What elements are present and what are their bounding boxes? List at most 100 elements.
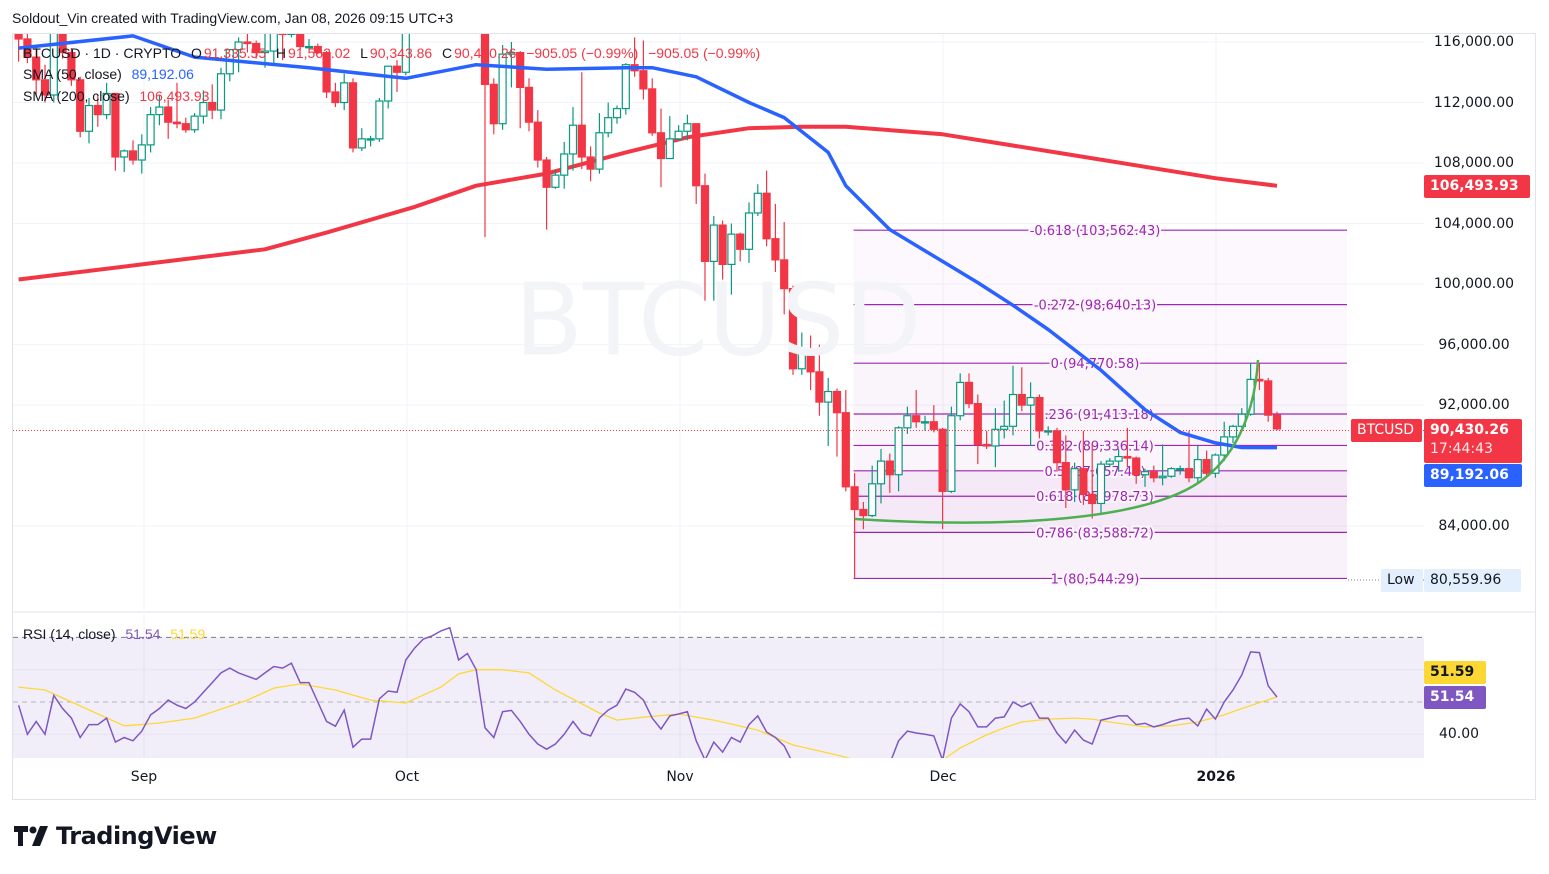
candle [507,42,516,88]
legend-sma200-row[interactable]: SMA (200, close) 106,493.93 [23,88,211,104]
candle [982,430,991,449]
candle [780,222,789,315]
candle [1264,377,1273,422]
candle-body-down [692,123,701,187]
candle-body-up [551,174,560,188]
chart-border [12,33,1536,800]
candle [172,82,182,129]
candle [815,344,824,416]
candle-body-down [929,421,938,430]
candle-body-down [542,159,551,188]
candle-body-up [744,212,754,250]
candle [665,116,674,160]
candle [498,45,507,130]
rounding-bottom-curve-drawing[interactable] [854,359,1260,524]
candle [709,215,718,301]
time-label-2026: 2026 [1196,769,1236,785]
candle [744,202,754,263]
candle [208,84,217,120]
candle-body-down [93,104,102,116]
candle-body-down [815,371,824,403]
candle-body-up [234,41,243,51]
candle [947,406,956,493]
candle-body-down [885,460,894,476]
candle-body-up [411,0,418,3]
candle-body-down [639,70,648,90]
fib-level-label: -0.272 (98,640.13) [1034,299,1156,314]
candle [32,48,41,97]
legend-open-label: O [190,45,202,61]
candle-body-up [876,460,886,485]
candle [1070,462,1079,502]
candle-body-down [348,82,358,149]
candle [331,82,340,108]
candle-body-down [736,233,745,250]
candle [1228,424,1238,443]
candle-body-up [102,92,111,116]
candle-body-down [32,56,41,81]
candle-body-up [709,224,718,262]
rsi-value: 51.54 [125,626,161,642]
candle-body-down [252,42,261,54]
candle [516,51,525,129]
candle-body-up [366,138,375,141]
sma50-value: 89,192.06 [131,66,194,82]
candle-body-down [973,403,982,446]
candle [1193,445,1202,483]
candle-body-down [832,390,842,414]
low-price-badge: 80,559.96 [1424,569,1521,592]
legend-symbol[interactable]: BTCUSD · 1D · CRYPTO [23,45,182,61]
candle-body-up [1070,468,1079,491]
candle [973,394,982,465]
candle-body-up [797,351,806,370]
legend-rsi-row[interactable]: RSI (14, close) 51.54 51.59 [23,626,207,642]
candle-body-up [1000,425,1009,430]
candle [771,203,780,272]
candle-body-up [560,153,569,176]
candle-body-up [568,124,578,155]
candle [850,473,859,579]
tradingview-logo[interactable]: TradingView [14,822,217,850]
candle-body-up [375,100,384,140]
candle-body-up [1228,425,1238,438]
candle [692,123,701,204]
legend-close-label: C [442,45,453,61]
candle-body-up [621,64,630,110]
candle-body-up [1105,460,1114,465]
candle-body-down [1088,493,1097,505]
candle [806,335,815,390]
candle-body-up [120,150,129,158]
candle [991,408,1000,468]
candle [164,99,173,139]
symbol-badge: BTCUSD [1351,419,1422,442]
legend-high-value: 91,562.02 [288,45,351,61]
candle-body-up [956,381,965,417]
candle [832,388,842,457]
candle [384,65,393,109]
candle-body-down [111,92,120,158]
candle-body-down [1052,430,1062,464]
candle [49,34,58,103]
candle-body-up [216,73,226,111]
candle [304,38,314,50]
chart-credit: Soldout_Vin created with TradingView.com… [12,10,454,26]
candle [956,373,965,421]
candle-body-up [340,82,349,104]
candle [1149,465,1158,483]
candle [1176,465,1185,475]
candle-body-up [683,123,692,132]
legend-symbol-row: BTCUSD · 1D · CRYPTO O 91,335.55 H 91,562.… [23,45,762,61]
price-axis-label: 112,000.00 [1433,94,1515,111]
last-price-badge: 90,430.26 17:44:43 [1424,419,1522,463]
candle-body-down [172,121,182,125]
price-axis-label: 84,000.00 [1438,518,1510,535]
candle-body-up [1167,468,1176,477]
candle-body-down [912,415,921,423]
legend-sma50-row[interactable]: SMA (50, close) 89,192.06 [23,66,196,82]
fib-retracement[interactable]: -0.618 (103,562.43)-0.272 (98,640.13)0 (… [853,222,1347,589]
price-axis-label: 96,000.00 [1438,336,1510,353]
rsi-line [17,626,1278,758]
price-axis-label: 92,000.00 [1438,397,1510,414]
candle [788,285,798,375]
